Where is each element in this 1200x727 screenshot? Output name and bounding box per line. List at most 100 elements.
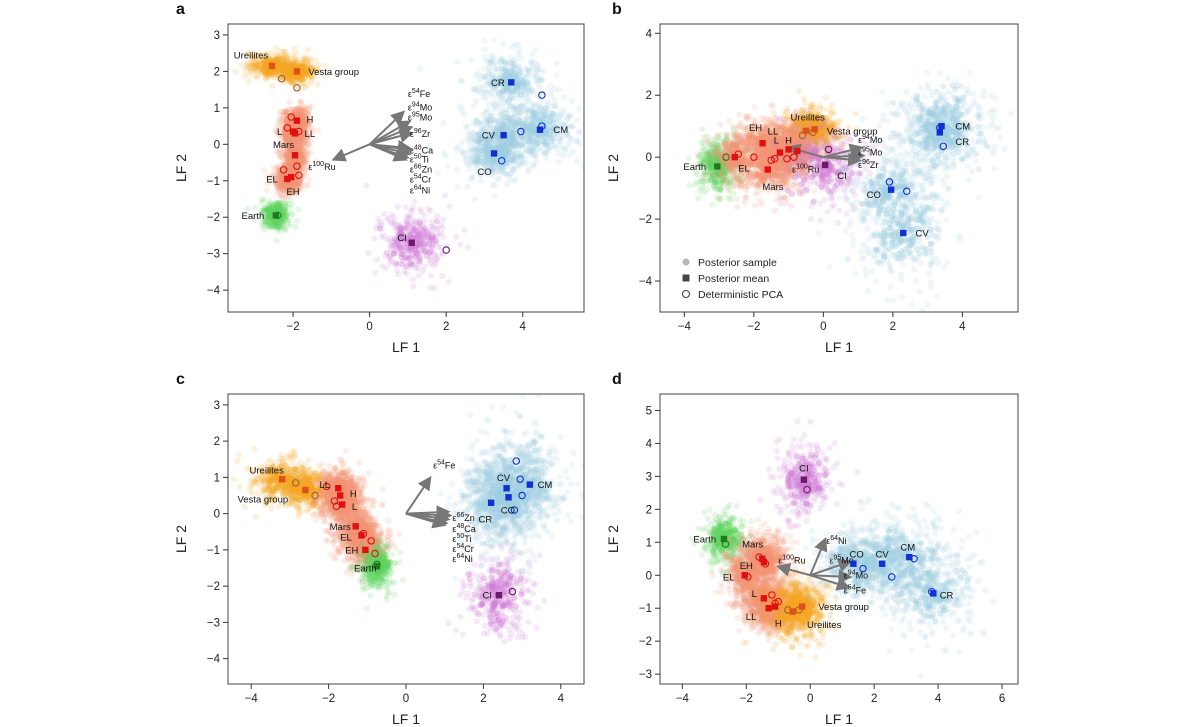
sample-point [276, 55, 283, 62]
sample-point [298, 59, 305, 66]
sample-point [308, 64, 315, 71]
sample-point [286, 138, 293, 145]
sample-point [283, 70, 290, 77]
sample-point [290, 136, 298, 143]
sample-point [259, 65, 266, 72]
sample-point [292, 138, 299, 145]
sample-point [299, 71, 306, 78]
sample-point [280, 112, 287, 119]
sample-point [298, 117, 305, 124]
sample-point [429, 223, 436, 230]
sample-point [293, 217, 301, 224]
sample-point [300, 117, 307, 124]
sample-point [257, 68, 264, 75]
sample-point [300, 120, 307, 127]
sample-point [307, 79, 314, 86]
sample-point [303, 133, 310, 140]
sample-point [307, 64, 315, 71]
sample-point [298, 125, 305, 132]
sample-point [525, 68, 532, 75]
sample-point [289, 111, 296, 118]
sample-point [282, 70, 289, 77]
sample-point [288, 64, 295, 71]
sample-point [287, 70, 295, 77]
sample-point [301, 69, 308, 76]
sample-point [301, 121, 308, 128]
arrow-label: ε96Zr [410, 128, 430, 139]
sample-point [296, 105, 303, 112]
sample-point [454, 144, 461, 151]
sample-point [306, 118, 313, 125]
sample-point [248, 68, 255, 75]
sample-point [301, 66, 308, 73]
sample-point [293, 73, 300, 80]
sample-point [268, 57, 275, 64]
sample-point [292, 63, 299, 70]
sample-point [297, 143, 304, 151]
sample-point [300, 62, 307, 69]
sample-point [290, 137, 297, 144]
sample-point [251, 62, 259, 69]
x-tick-label: −2 [287, 321, 300, 333]
sample-point [287, 135, 294, 142]
sample-point [420, 242, 427, 249]
sample-point [285, 73, 292, 80]
sample-point [287, 137, 294, 144]
sample-point [297, 99, 304, 106]
sample-point [275, 57, 282, 64]
sample-point [297, 134, 304, 141]
sample-point [290, 110, 297, 117]
sample-point [308, 73, 315, 80]
sample-point [282, 68, 289, 76]
sample-point [279, 65, 286, 72]
sample-point [276, 62, 283, 69]
sample-point [284, 133, 291, 140]
sample-point [277, 63, 284, 70]
sample-point [300, 113, 307, 120]
sample-point [284, 134, 292, 141]
sample-point [427, 272, 434, 279]
sample-point [278, 52, 286, 59]
sample-point [472, 98, 479, 105]
sample-point [298, 143, 305, 150]
sample-point [497, 59, 505, 66]
sample-point [298, 132, 305, 139]
sample-point [409, 276, 416, 283]
sample-point [297, 180, 304, 187]
sample-point [453, 233, 460, 240]
sample-point [288, 142, 295, 149]
sample-point [294, 135, 301, 142]
sample-point [273, 58, 280, 65]
sample-point [284, 217, 291, 224]
sample-point [302, 128, 309, 135]
sample-point [285, 70, 293, 77]
sample-point [301, 116, 308, 123]
sample-point [287, 64, 294, 71]
sample-point [300, 132, 307, 139]
sample-point [461, 226, 468, 234]
sample-point [491, 193, 498, 200]
sample-point [250, 54, 257, 61]
sample-point [269, 49, 276, 57]
sample-point [298, 138, 305, 145]
sample-point [283, 65, 290, 73]
sample-point [284, 132, 291, 139]
sample-point [280, 60, 287, 67]
sample-point [299, 68, 306, 75]
sample-point [292, 50, 300, 57]
sample-point [520, 120, 527, 127]
sample-point [281, 66, 288, 73]
sample-point [307, 137, 314, 144]
sample-point [264, 70, 271, 77]
sample-point [290, 137, 297, 144]
sample-point [281, 131, 288, 138]
sample-point [271, 67, 278, 74]
sample-point [508, 60, 516, 67]
sample-point [286, 151, 293, 158]
sample-point [301, 108, 308, 115]
sample-point [273, 57, 280, 64]
sample-point [244, 61, 251, 68]
sample-point [462, 123, 469, 130]
sample-point [279, 60, 286, 67]
sample-point [261, 60, 268, 67]
